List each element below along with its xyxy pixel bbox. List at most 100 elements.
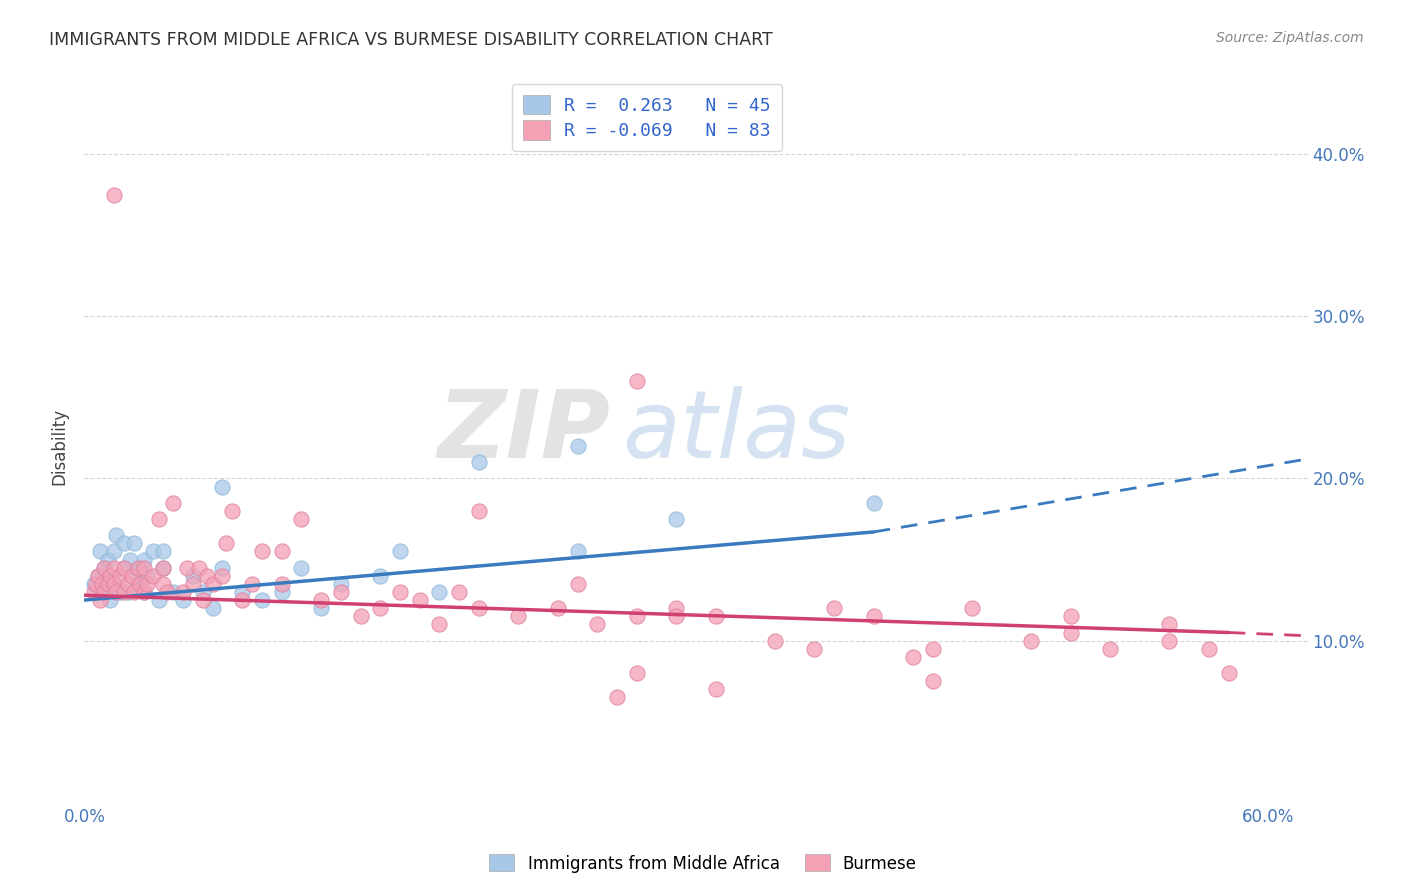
- Y-axis label: Disability: Disability: [51, 408, 69, 484]
- Point: [309, 593, 332, 607]
- Point: [508, 609, 530, 624]
- Point: [122, 536, 145, 550]
- Point: [132, 560, 155, 574]
- Point: [84, 577, 107, 591]
- Point: [547, 601, 569, 615]
- Point: [93, 585, 115, 599]
- Text: Source: ZipAtlas.com: Source: ZipAtlas.com: [1216, 31, 1364, 45]
- Text: ZIP: ZIP: [437, 385, 610, 478]
- Point: [195, 568, 218, 582]
- Point: [567, 439, 589, 453]
- Point: [567, 577, 589, 591]
- Point: [101, 568, 124, 582]
- Point: [87, 568, 110, 582]
- Point: [103, 187, 125, 202]
- Point: [152, 544, 174, 558]
- Point: [290, 512, 312, 526]
- Point: [152, 577, 174, 591]
- Point: [221, 504, 243, 518]
- Point: [409, 593, 432, 607]
- Point: [240, 577, 263, 591]
- Point: [87, 568, 110, 582]
- Point: [191, 593, 214, 607]
- Point: [449, 585, 471, 599]
- Point: [823, 601, 845, 615]
- Point: [112, 585, 135, 599]
- Point: [97, 552, 120, 566]
- Point: [201, 577, 224, 591]
- Point: [187, 560, 209, 574]
- Point: [270, 585, 292, 599]
- Point: [83, 577, 105, 591]
- Point: [98, 568, 121, 582]
- Point: [122, 568, 145, 582]
- Point: [152, 560, 174, 574]
- Point: [960, 601, 983, 615]
- Point: [626, 374, 648, 388]
- Point: [270, 577, 292, 591]
- Point: [704, 609, 727, 624]
- Point: [156, 585, 179, 599]
- Point: [1021, 633, 1043, 648]
- Point: [172, 593, 194, 607]
- Point: [103, 560, 125, 574]
- Point: [136, 568, 159, 582]
- Point: [148, 512, 170, 526]
- Point: [231, 585, 253, 599]
- Point: [128, 560, 150, 574]
- Point: [1060, 609, 1083, 624]
- Point: [468, 504, 491, 518]
- Point: [181, 568, 204, 582]
- Point: [112, 560, 135, 574]
- Point: [103, 577, 125, 591]
- Point: [329, 585, 352, 599]
- Point: [862, 609, 884, 624]
- Point: [429, 617, 451, 632]
- Point: [704, 682, 727, 697]
- Point: [250, 544, 273, 558]
- Point: [763, 633, 786, 648]
- Point: [142, 568, 165, 582]
- Point: [108, 568, 131, 582]
- Point: [127, 577, 149, 591]
- Point: [250, 593, 273, 607]
- Point: [89, 593, 111, 607]
- Point: [862, 496, 884, 510]
- Point: [468, 455, 491, 469]
- Point: [89, 544, 111, 558]
- Point: [290, 560, 312, 574]
- Point: [215, 536, 238, 550]
- Point: [152, 560, 174, 574]
- Point: [148, 593, 170, 607]
- Point: [1060, 625, 1083, 640]
- Point: [368, 601, 391, 615]
- Point: [93, 560, 115, 574]
- Point: [606, 690, 628, 705]
- Legend: Immigrants from Middle Africa, Burmese: Immigrants from Middle Africa, Burmese: [482, 847, 924, 880]
- Point: [112, 536, 135, 550]
- Point: [103, 544, 125, 558]
- Point: [211, 568, 233, 582]
- Point: [181, 577, 204, 591]
- Point: [91, 585, 114, 599]
- Point: [132, 552, 155, 566]
- Point: [803, 641, 825, 656]
- Point: [97, 577, 120, 591]
- Point: [98, 593, 121, 607]
- Point: [93, 560, 115, 574]
- Point: [122, 585, 145, 599]
- Point: [567, 544, 589, 558]
- Point: [309, 601, 332, 615]
- Point: [172, 585, 194, 599]
- Point: [665, 512, 688, 526]
- Point: [121, 568, 143, 582]
- Point: [1218, 666, 1240, 681]
- Point: [211, 479, 233, 493]
- Point: [142, 544, 165, 558]
- Point: [1159, 617, 1181, 632]
- Point: [626, 609, 648, 624]
- Point: [329, 577, 352, 591]
- Legend: R =  0.263   N = 45, R = -0.069   N = 83: R = 0.263 N = 45, R = -0.069 N = 83: [512, 84, 782, 151]
- Point: [117, 577, 139, 591]
- Text: atlas: atlas: [623, 386, 851, 477]
